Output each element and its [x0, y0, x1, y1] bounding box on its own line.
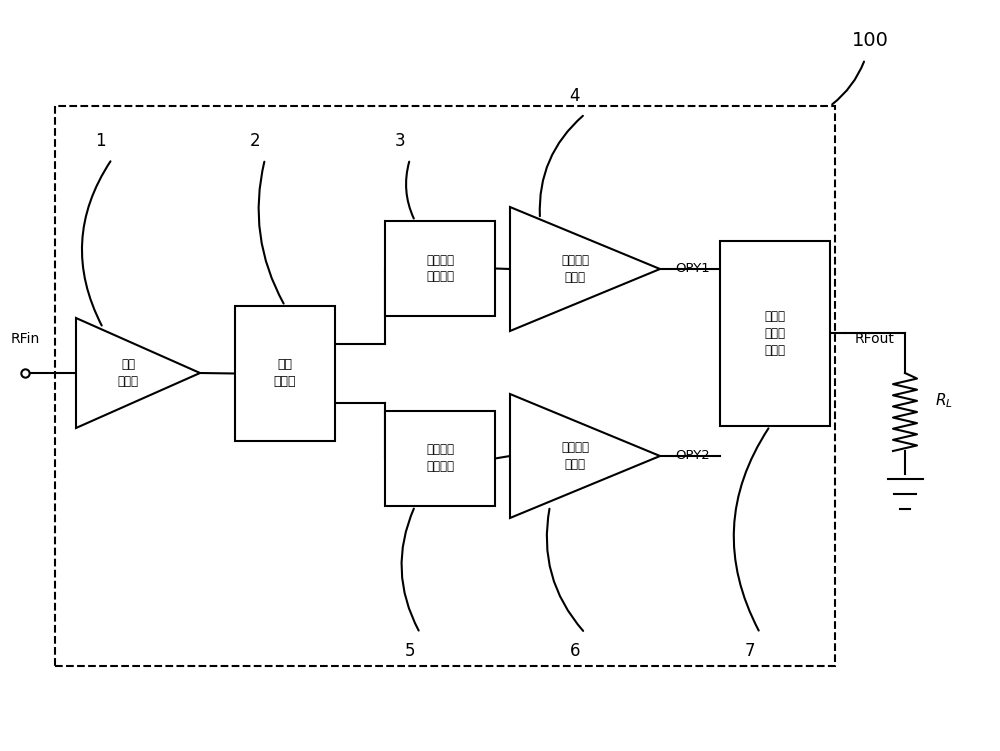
Text: RFin: RFin — [10, 332, 40, 346]
Text: 100: 100 — [852, 32, 888, 50]
Bar — [55, 106, 835, 666]
Text: 1: 1 — [95, 132, 105, 150]
Polygon shape — [76, 318, 200, 428]
Text: OPY1: OPY1 — [675, 263, 710, 276]
Text: 载波功率
放大器: 载波功率 放大器 — [561, 254, 589, 284]
Text: OPY2: OPY2 — [675, 450, 710, 463]
Bar — [235, 306, 335, 441]
Text: 功率合
成和移
相网络: 功率合 成和移 相网络 — [765, 310, 786, 357]
Bar — [385, 221, 495, 316]
Text: 第一输入
匹配网络: 第一输入 匹配网络 — [426, 254, 454, 283]
Text: 第二输入
匹配网络: 第二输入 匹配网络 — [426, 444, 454, 473]
Text: 驱动
放大器: 驱动 放大器 — [118, 358, 138, 388]
Text: 6: 6 — [570, 642, 580, 660]
Bar — [385, 411, 495, 506]
Polygon shape — [510, 394, 660, 518]
Bar — [720, 241, 830, 426]
Text: $R_L$: $R_L$ — [935, 392, 953, 410]
Text: 功率
分配器: 功率 分配器 — [274, 358, 296, 388]
Text: 3: 3 — [395, 132, 405, 150]
Text: 4: 4 — [570, 87, 580, 105]
Text: 5: 5 — [405, 642, 415, 660]
Polygon shape — [510, 207, 660, 331]
Text: 峰値功率
放大器: 峰値功率 放大器 — [561, 441, 589, 471]
Text: RFout: RFout — [855, 332, 895, 346]
Text: 7: 7 — [745, 642, 755, 660]
Text: 2: 2 — [250, 132, 260, 150]
